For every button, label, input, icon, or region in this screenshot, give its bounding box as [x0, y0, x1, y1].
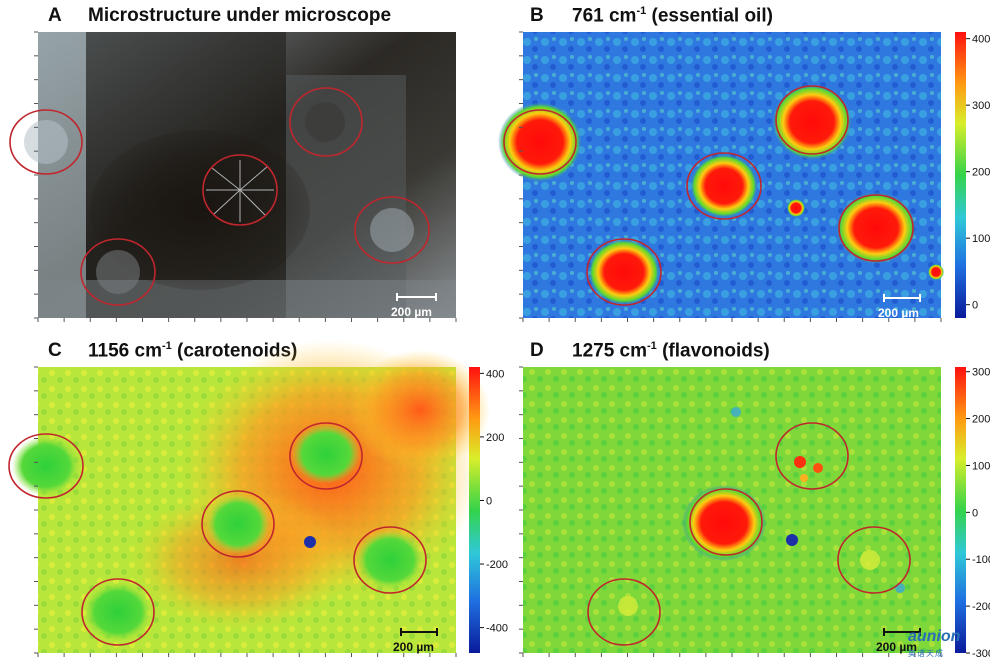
colorbar-tick-label: 400 [972, 34, 990, 46]
colorbar-tick-label: 0 [972, 300, 978, 312]
panel-c-region-circles [8, 422, 427, 646]
panel-a-label: A [48, 5, 62, 26]
colorbar-tick-label: 100 [972, 233, 990, 245]
colorbar-tick-label: 300 [972, 100, 990, 112]
panel-c-unit-sup: -1 [161, 340, 172, 352]
colorbar-tick-label: 300 [972, 367, 990, 379]
panel-d-title: 1275 cm-1 (flavonoids) [572, 340, 770, 362]
colorbar-tick-label: 200 [972, 167, 990, 179]
panel-d-scale-bar: 200 µm [876, 628, 921, 654]
colorbar-tick-label: 200 [972, 414, 990, 426]
panel-c-map [12, 340, 490, 653]
panel-c-label: C [48, 340, 62, 361]
panel-b-scale-bar: 200 µm [878, 294, 921, 320]
panel-c-scale-label: 200 µm [393, 640, 434, 654]
panel-d-map [523, 367, 941, 653]
panel-c-scale-bar: 200 µm [393, 628, 438, 654]
panel-d-scale-label: 200 µm [876, 640, 917, 654]
panel-b-title: 761 cm-1 (essential oil) [572, 5, 773, 27]
panel-edge-ticks [34, 31, 942, 657]
panel-d-compound: (flavonoids) [656, 340, 770, 362]
panel-c-colorbar: 400 200 0 -200 -400 [469, 367, 508, 653]
panel-a-region-circles [9, 87, 430, 306]
panel-d-colorbar: 300 200 100 0 -100 -200 -300 [955, 367, 990, 660]
colorbar-tick-label: -200 [486, 559, 508, 571]
colorbar-tick-label: -300 [972, 648, 990, 660]
panel-b-colorbar-ticks: 400 300 200 100 0 [966, 34, 990, 312]
panel-d-label: D [530, 340, 544, 361]
panel-d-unit-sup: -1 [647, 340, 657, 352]
panel-d-wavenumber: 1275 cm [572, 340, 648, 362]
panel-b-map [498, 32, 944, 318]
colorbar-tick-label: -400 [486, 623, 508, 635]
panel-d-region-circles [587, 422, 911, 646]
colorbar-tick-label: 0 [972, 507, 978, 519]
panel-c-colorbar-ticks: 400 200 0 -200 -400 [480, 368, 508, 635]
panel-b-compound: (essential oil) [646, 5, 773, 27]
panel-a-title: Microstructure under microscope [88, 5, 392, 26]
panel-b-unit-sup: -1 [636, 5, 647, 17]
watermark-logo: aunion [908, 628, 961, 645]
panel-b-colorbar: 400 300 200 100 0 [955, 32, 990, 318]
colorbar-tick-label: 400 [486, 368, 504, 380]
panel-c-wavenumber: 1156 cm [88, 340, 162, 362]
panel-a-scale-label: 200 µm [391, 305, 432, 319]
watermark-subtitle: 奥谱天成 [908, 649, 944, 658]
starburst-particle [206, 160, 274, 222]
panel-b-wavenumber: 761 cm [572, 5, 637, 27]
colorbar-tick-label: 100 [972, 460, 990, 472]
colorbar-tick-label: 0 [486, 495, 492, 507]
panel-b-scale-label: 200 µm [878, 306, 919, 320]
panel-d-colorbar-ticks: 300 200 100 0 -100 -200 -300 [966, 367, 990, 660]
panel-a-scale-bar: 200 µm [391, 293, 437, 319]
panel-a-image [24, 32, 456, 318]
panel-b-region-circles [503, 85, 914, 306]
colorbar-tick-label: -100 [972, 554, 990, 566]
colorbar-tick-label: 200 [486, 432, 504, 444]
colorbar-tick-label: -200 [972, 601, 990, 613]
panel-b-label: B [530, 5, 544, 26]
